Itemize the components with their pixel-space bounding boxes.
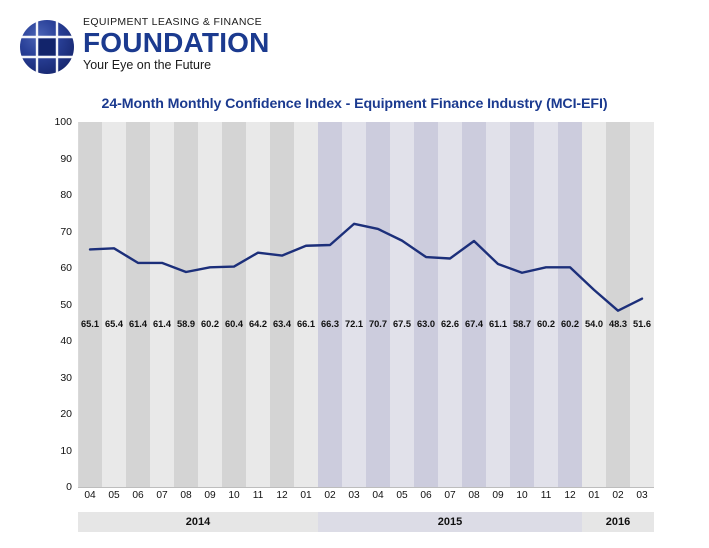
data-value-label: 65.4: [104, 319, 124, 329]
data-value-label: 63.4: [272, 319, 292, 329]
y-axis-line: [78, 122, 79, 488]
data-value-label: 63.0: [416, 319, 436, 329]
x-axis-tick-label: 05: [396, 490, 408, 501]
x-axis-tick-label: 12: [564, 490, 576, 501]
data-value-label: 67.5: [392, 319, 412, 329]
plot-band: [582, 122, 606, 487]
x-axis-tick-label: 08: [468, 490, 480, 501]
logo-wordmark: FOUNDATION: [83, 27, 270, 58]
y-axis-tick-label: 90: [60, 152, 72, 165]
x-axis-tick-label: 02: [324, 490, 336, 501]
data-value-label: 72.1: [344, 319, 364, 329]
plot-band: [414, 122, 438, 487]
x-axis-tick-label: 05: [108, 490, 120, 501]
x-axis-tick-label: 10: [516, 490, 528, 501]
y-axis-tick-label: 70: [60, 225, 72, 238]
plot-band: [174, 122, 198, 487]
plot-band: [558, 122, 582, 487]
plot-band: [222, 122, 246, 487]
y-axis-tick-label: 0: [66, 481, 72, 493]
x-axis-tick-label: 07: [156, 490, 168, 501]
y-axis-tick-label: 10: [60, 444, 72, 457]
plot-band: [246, 122, 270, 487]
plot-band: [150, 122, 174, 487]
plot-band: [342, 122, 366, 487]
data-value-label: 61.4: [152, 319, 172, 329]
x-axis-tick-label: 03: [348, 490, 360, 501]
y-axis-tick-label: 60: [60, 262, 72, 274]
data-value-label: 62.6: [440, 319, 460, 329]
y-axis-labels: 100 90 80 70 60 50 40 30 20 10 0: [44, 0, 72, 548]
plot-band: [78, 122, 102, 487]
data-value-label: 66.1: [296, 319, 316, 329]
data-value-label: 64.2: [248, 319, 268, 329]
plot-band: [318, 122, 342, 487]
data-value-label: 54.0: [584, 319, 604, 329]
plot-band: [102, 122, 126, 487]
logo-tagline-bottom: Your Eye on the Future: [83, 58, 212, 72]
plot-band: [486, 122, 510, 487]
y-axis-tick-label: 50: [60, 298, 72, 311]
x-axis-tick-label: 01: [300, 490, 312, 501]
plot-band: [294, 122, 318, 487]
data-value-label: 61.4: [128, 319, 148, 329]
y-axis-tick-label: 100: [54, 116, 72, 128]
plot-band: [462, 122, 486, 487]
logo-tagline-top: EQUIPMENT LEASING & FINANCE: [83, 16, 263, 28]
data-value-label: 67.4: [464, 319, 484, 329]
data-value-label: 58.9: [176, 319, 196, 329]
x-axis-tick-label: 04: [84, 490, 96, 501]
globe-grid-icon: [18, 18, 76, 76]
x-axis-tick-label: 08: [180, 490, 192, 501]
data-value-label: 48.3: [608, 319, 628, 329]
x-axis-tick-label: 11: [252, 490, 264, 501]
data-value-label: 51.6: [632, 319, 652, 329]
data-value-label: 60.2: [536, 319, 556, 329]
x-axis-tick-label: 01: [588, 490, 600, 501]
x-axis-tick-label: 09: [204, 490, 216, 501]
y-axis-tick-label: 40: [60, 335, 72, 347]
data-value-label: 70.7: [368, 319, 388, 329]
chart-title: 24-Month Monthly Confidence Index - Equi…: [101, 96, 608, 112]
x-axis-tick-label: 06: [420, 490, 432, 501]
data-value-label: 65.1: [80, 319, 100, 329]
plot-band: [390, 122, 414, 487]
x-axis-tick-label: 09: [492, 490, 504, 501]
foundation-logo: EQUIPMENT LEASING & FINANCE FOUNDATION Y…: [18, 16, 298, 78]
data-value-label: 60.2: [200, 319, 220, 329]
x-axis-tick-label: 03: [636, 490, 648, 501]
series-line: [88, 222, 644, 312]
x-axis-tick-label: 02: [612, 490, 624, 501]
year-label-2014: 2014: [78, 512, 318, 532]
y-axis-tick-label: 80: [60, 189, 72, 201]
plot-band: [510, 122, 534, 487]
plot-area: [78, 122, 654, 487]
x-axis-tick-label: 10: [228, 490, 240, 501]
year-label-2015: 2015: [318, 512, 582, 532]
plot-band: [534, 122, 558, 487]
plot-band: [438, 122, 462, 487]
y-axis-tick-label: 30: [60, 371, 72, 384]
x-axis-tick-label: 07: [444, 490, 456, 501]
x-axis-tick-label: 06: [132, 490, 144, 501]
year-label-2016: 2016: [582, 512, 654, 532]
data-value-label: 61.1: [488, 319, 508, 329]
x-axis-tick-label: 04: [372, 490, 384, 501]
data-value-label: 60.4: [224, 319, 244, 329]
plot-band: [630, 122, 654, 487]
data-value-label: 58.7: [512, 319, 532, 329]
data-value-label: 60.2: [560, 319, 580, 329]
x-axis-tick-label: 11: [540, 490, 552, 501]
plot-band: [270, 122, 294, 487]
x-axis-line: [78, 487, 654, 488]
plot-band: [198, 122, 222, 487]
data-value-label: 66.3: [320, 319, 340, 329]
plot-band: [366, 122, 390, 487]
x-axis-tick-label: 12: [276, 490, 288, 501]
y-axis-tick-label: 20: [60, 408, 72, 420]
plot-band: [126, 122, 150, 487]
